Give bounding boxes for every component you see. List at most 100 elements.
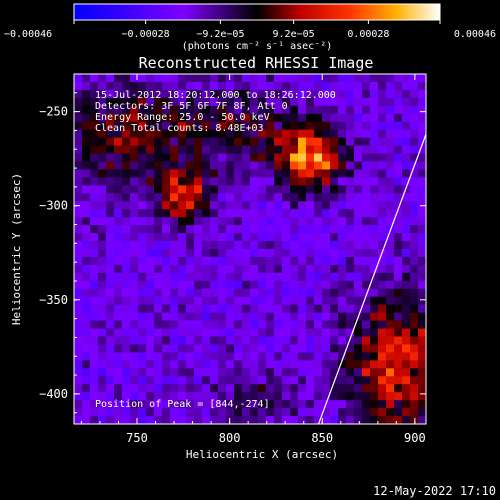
- heatmap-cell: [418, 177, 426, 186]
- heatmap-cell: [298, 113, 307, 123]
- heatmap-cell: [202, 328, 211, 337]
- heatmap-cell: [250, 233, 259, 242]
- heatmap-cell: [98, 416, 107, 424]
- heatmap-cell: [314, 304, 323, 314]
- heatmap-cell: [130, 352, 139, 361]
- heatmap-cell: [322, 177, 331, 186]
- heatmap-cell: [98, 296, 107, 306]
- heatmap-cell: [194, 256, 203, 266]
- heatmap-cell: [74, 161, 83, 170]
- heatmap-cell: [250, 328, 259, 337]
- heatmap-cell: [74, 249, 83, 258]
- heatmap-cell: [170, 201, 179, 210]
- heatmap-cell: [162, 400, 171, 409]
- heatmap-cell: [338, 344, 347, 353]
- heatmap-cell: [178, 296, 187, 306]
- heatmap-cell: [418, 296, 426, 306]
- heatmap-cell: [146, 201, 155, 210]
- heatmap-cell: [346, 264, 355, 274]
- heatmap-cell: [322, 233, 331, 242]
- heatmap-cell: [82, 368, 91, 377]
- heatmap-cell: [258, 360, 267, 369]
- heatmap-cell: [138, 113, 147, 123]
- heatmap-cell: [322, 312, 331, 321]
- heatmap-cell: [266, 312, 275, 321]
- heatmap-cell: [130, 193, 139, 202]
- heatmap-cell: [178, 344, 187, 353]
- heatmap-cell: [130, 137, 139, 146]
- heatmap-cell: [362, 185, 371, 194]
- heatmap-cell: [82, 272, 91, 282]
- heatmap-cell: [354, 81, 363, 91]
- heatmap-cell: [226, 89, 235, 99]
- heatmap-cell: [410, 400, 419, 409]
- heatmap-cell: [370, 185, 379, 194]
- heatmap-cell: [338, 296, 347, 306]
- heatmap-cell: [74, 264, 83, 274]
- heatmap-cell: [194, 129, 203, 139]
- heatmap-cell: [306, 256, 315, 266]
- heatmap-cell: [162, 97, 171, 107]
- heatmap-cell: [378, 105, 387, 115]
- heatmap-cell: [74, 280, 83, 290]
- heatmap-cell: [218, 113, 227, 123]
- heatmap-cell: [322, 344, 331, 353]
- heatmap-cell: [122, 161, 131, 170]
- heatmap-cell: [386, 384, 395, 393]
- heatmap-cell: [362, 336, 371, 345]
- heatmap-cell: [106, 344, 115, 353]
- heatmap-cell: [362, 209, 371, 218]
- heatmap-cell: [370, 217, 379, 226]
- heatmap-cell: [82, 105, 91, 115]
- heatmap-cell: [258, 193, 267, 202]
- heatmap-cell: [178, 352, 187, 361]
- heatmap-cell: [218, 209, 227, 218]
- heatmap-cell: [218, 416, 227, 424]
- heatmap-cell: [386, 74, 395, 83]
- heatmap-cell: [122, 400, 131, 409]
- heatmap-cell: [178, 81, 187, 91]
- heatmap-cell: [82, 376, 91, 385]
- heatmap-cell: [106, 217, 115, 226]
- heatmap-cell: [290, 193, 299, 202]
- heatmap-cell: [106, 169, 115, 178]
- heatmap-cell: [186, 256, 195, 266]
- heatmap-cell: [274, 121, 283, 131]
- heatmap-cell: [202, 89, 211, 99]
- heatmap-cell: [290, 121, 299, 131]
- heatmap-cell: [290, 376, 299, 385]
- heatmap-cell: [258, 161, 267, 170]
- heatmap-cell: [122, 264, 131, 274]
- heatmap-cell: [322, 304, 331, 314]
- heatmap-cell: [146, 256, 155, 266]
- heatmap-cell: [250, 272, 259, 282]
- heatmap-cell: [282, 408, 291, 417]
- heatmap-cell: [378, 280, 387, 290]
- heatmap-cell: [314, 129, 323, 139]
- heatmap-cell: [402, 193, 411, 202]
- heatmap-cell: [186, 153, 195, 162]
- heatmap-cell: [154, 296, 163, 306]
- heatmap-cell: [234, 97, 243, 107]
- heatmap-cell: [210, 344, 219, 353]
- heatmap-cell: [234, 225, 243, 234]
- heatmap-cell: [114, 241, 123, 250]
- heatmap-cell: [370, 352, 379, 361]
- heatmap-cell: [330, 344, 339, 353]
- heatmap-cell: [130, 121, 139, 131]
- heatmap-cell: [98, 408, 107, 417]
- heatmap-cell: [186, 264, 195, 274]
- heatmap-cell: [306, 74, 315, 83]
- heatmap-cell: [146, 304, 155, 314]
- heatmap-cell: [402, 129, 411, 139]
- heatmap-cell: [210, 336, 219, 345]
- heatmap-cell: [330, 201, 339, 210]
- heatmap-cell: [138, 376, 147, 385]
- heatmap-cell: [258, 296, 267, 306]
- heatmap-cell: [202, 153, 211, 162]
- heatmap-cell: [362, 320, 371, 329]
- heatmap-cell: [322, 185, 331, 194]
- heatmap-cell: [138, 280, 147, 290]
- heatmap-cell: [106, 201, 115, 210]
- heatmap-cell: [74, 352, 83, 361]
